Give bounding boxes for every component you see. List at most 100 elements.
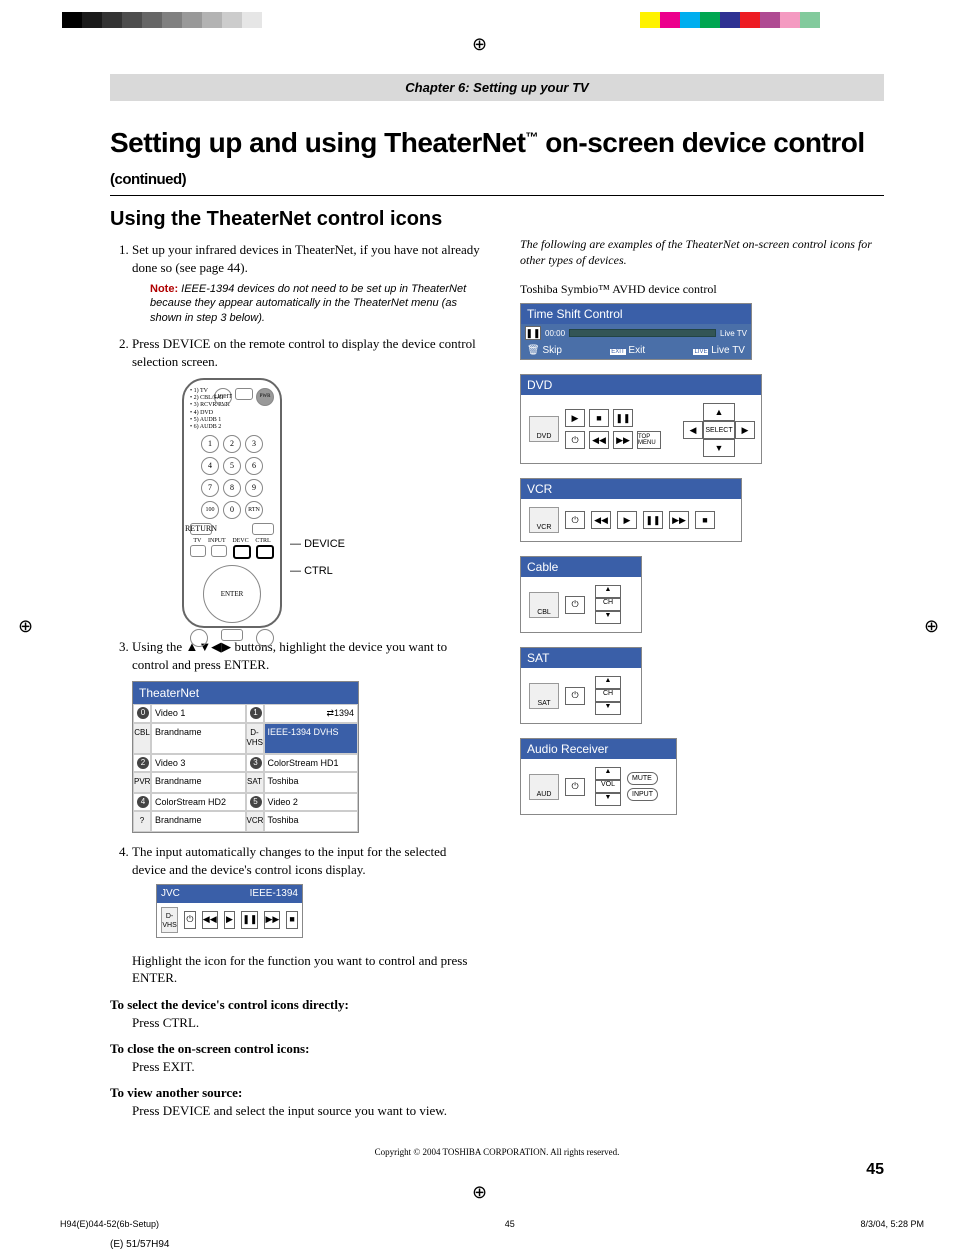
- rewind-button[interactable]: ◀◀: [591, 511, 611, 529]
- right-column: The following are examples of the Theate…: [520, 237, 884, 1127]
- stop-button[interactable]: ■: [286, 911, 298, 929]
- audio-title: Audio Receiver: [521, 739, 676, 759]
- power-button[interactable]: ⏻: [565, 778, 585, 796]
- top-menu-button[interactable]: TOP MENU: [637, 431, 661, 449]
- vol-label: VOL: [595, 780, 621, 793]
- footer-left: H94(E)044-52(6b-Setup): [60, 1219, 159, 1229]
- sat-panel: SAT SAT ⏻ ▲ CH ▼: [520, 647, 642, 724]
- title-rule: [110, 195, 884, 196]
- ffwd-button[interactable]: ▶▶: [613, 431, 633, 449]
- play-button[interactable]: ▶: [565, 409, 585, 427]
- steps-list: Set up your infrared devices in TheaterN…: [110, 241, 480, 987]
- dvd-icon: DVD: [529, 416, 559, 442]
- vol-down-button[interactable]: ▼: [595, 793, 621, 806]
- note-label: Note:: [150, 283, 178, 295]
- power-button[interactable]: ⏻: [565, 596, 585, 614]
- bottom-code: (E) 51/57H94: [110, 1239, 954, 1250]
- right-button[interactable]: ▶: [735, 421, 755, 439]
- remote-body: • 1) TV• 2) CBL/SAT• 3) RCVR/PVR• 4) DVD…: [182, 378, 282, 628]
- ch-up-button[interactable]: ▲: [595, 585, 621, 598]
- timeshift-time: 00:00: [545, 329, 565, 338]
- left-column: Set up your infrared devices in TheaterN…: [110, 237, 480, 1127]
- ffwd-button[interactable]: ▶▶: [264, 911, 280, 929]
- rewind-button[interactable]: ◀◀: [202, 911, 218, 929]
- ch-down-button[interactable]: ▼: [595, 702, 621, 715]
- rewind-button[interactable]: ◀◀: [589, 431, 609, 449]
- remote-callouts: — DEVICE — CTRL: [290, 407, 345, 599]
- left-button[interactable]: ◀: [683, 421, 703, 439]
- jvc-title: JVC IEEE-1394: [157, 885, 302, 903]
- up-button[interactable]: ▲: [703, 403, 735, 421]
- power-button[interactable]: ⏻: [565, 431, 585, 449]
- live-badge: LIVE: [693, 349, 708, 355]
- sat-icon: SAT: [529, 683, 559, 709]
- live-tv-label: Live TV: [720, 329, 747, 338]
- step-2: Press DEVICE on the remote control to di…: [132, 335, 480, 628]
- dvd-title: DVD: [521, 375, 761, 395]
- sub-view-heading: To view another source:: [110, 1085, 480, 1101]
- pause-icon[interactable]: ❚❚: [525, 326, 541, 340]
- sub-select-text: Press CTRL.: [132, 1015, 480, 1031]
- power-button[interactable]: ⏻: [565, 687, 585, 705]
- cable-title: Cable: [521, 557, 641, 577]
- enter-button: ENTER: [203, 565, 261, 623]
- symbio-caption: Toshiba Symbio™ AVHD device control: [520, 282, 884, 297]
- step-3: Using the ▲▼◀▶ buttons, highlight the de…: [132, 638, 480, 833]
- pause-button[interactable]: ❚❚: [643, 511, 663, 529]
- footer-mid: 45: [505, 1219, 515, 1229]
- dvd-dpad: ▲ ◀SELECT▶ ▼: [683, 403, 753, 455]
- exit-badge: EXIT: [610, 349, 625, 355]
- cable-icon: CBL: [529, 592, 559, 618]
- input-button[interactable]: INPUT: [627, 788, 658, 801]
- audio-icon: AUD: [529, 774, 559, 800]
- ffwd-button[interactable]: ▶▶: [669, 511, 689, 529]
- ctrl-callout: CTRL: [304, 565, 333, 577]
- page-number: 45: [110, 1161, 884, 1179]
- step-3-text-a: Using the: [132, 639, 185, 654]
- vcr-title: VCR: [521, 479, 741, 499]
- power-button[interactable]: ⏻: [184, 911, 196, 929]
- registration-mark-top: ⊕: [472, 34, 487, 55]
- cable-panel: Cable CBL ⏻ ▲ CH ▼: [520, 556, 642, 633]
- ch-down-button[interactable]: ▼: [595, 611, 621, 624]
- title-part-a: Setting up and using TheaterNet: [110, 127, 525, 158]
- timeshift-title: Time Shift Control: [521, 304, 751, 324]
- note-text: IEEE-1394 devices do not need to be set …: [150, 283, 466, 324]
- timeshift-panel: Time Shift Control ❚❚ 00:00 Live TV 🗑 Sk…: [520, 303, 752, 360]
- sub-close-heading: To close the on-screen control icons:: [110, 1041, 480, 1057]
- copyright-line: Copyright © 2004 TOSHIBA CORPORATION. Al…: [110, 1147, 884, 1157]
- vcr-icon: VCR: [529, 507, 559, 533]
- right-intro: The following are examples of the Theate…: [520, 237, 884, 268]
- progress-bar[interactable]: [569, 329, 716, 337]
- audio-panel: Audio Receiver AUD ⏻ ▲ VOL ▼ MUTE INPUT: [520, 738, 677, 815]
- play-button[interactable]: ▶: [617, 511, 637, 529]
- title-continued: (continued): [110, 171, 186, 188]
- jvc-protocol: IEEE-1394: [250, 887, 298, 901]
- ch-up-button[interactable]: ▲: [595, 676, 621, 689]
- play-button[interactable]: ▶: [224, 911, 236, 929]
- sub-close-text: Press EXIT.: [132, 1059, 480, 1075]
- device-callout: DEVICE: [304, 538, 345, 550]
- jvc-control-panel: JVC IEEE-1394 D-VHS ⏻ ◀◀ ▶ ❚❚ ▶▶ ■: [156, 884, 303, 938]
- dvhs-icon: D-VHS: [161, 907, 178, 933]
- footer-right: 8/3/04, 5:28 PM: [860, 1219, 924, 1229]
- mute-button[interactable]: MUTE: [627, 772, 658, 785]
- select-button[interactable]: SELECT: [703, 421, 735, 439]
- sub-select-heading: To select the device's control icons dir…: [110, 997, 480, 1013]
- pause-button[interactable]: ❚❚: [241, 911, 258, 929]
- ch-label: CH: [595, 689, 621, 702]
- stop-button[interactable]: ■: [589, 409, 609, 427]
- theaternet-panel: TheaterNet 0Video 11⇄1394CBLBrandnameD-V…: [132, 681, 359, 833]
- step-2-text: Press DEVICE on the remote control to di…: [132, 336, 476, 369]
- ch-label: CH: [595, 598, 621, 611]
- power-button[interactable]: ⏻: [565, 511, 585, 529]
- vol-up-button[interactable]: ▲: [595, 767, 621, 780]
- title-part-b: on-screen device control: [538, 127, 865, 158]
- step-1: Set up your infrared devices in TheaterN…: [132, 241, 480, 325]
- stop-button[interactable]: ■: [695, 511, 715, 529]
- down-button[interactable]: ▼: [703, 439, 735, 457]
- dvd-panel: DVD DVD ▶ ■ ❚❚ ⏻ ◀◀ ▶▶ TOP MENU ▲: [520, 374, 762, 464]
- pause-button[interactable]: ❚❚: [613, 409, 633, 427]
- section-heading: Using the TheaterNet control icons: [110, 208, 884, 231]
- livetv-label: Live TV: [711, 345, 745, 356]
